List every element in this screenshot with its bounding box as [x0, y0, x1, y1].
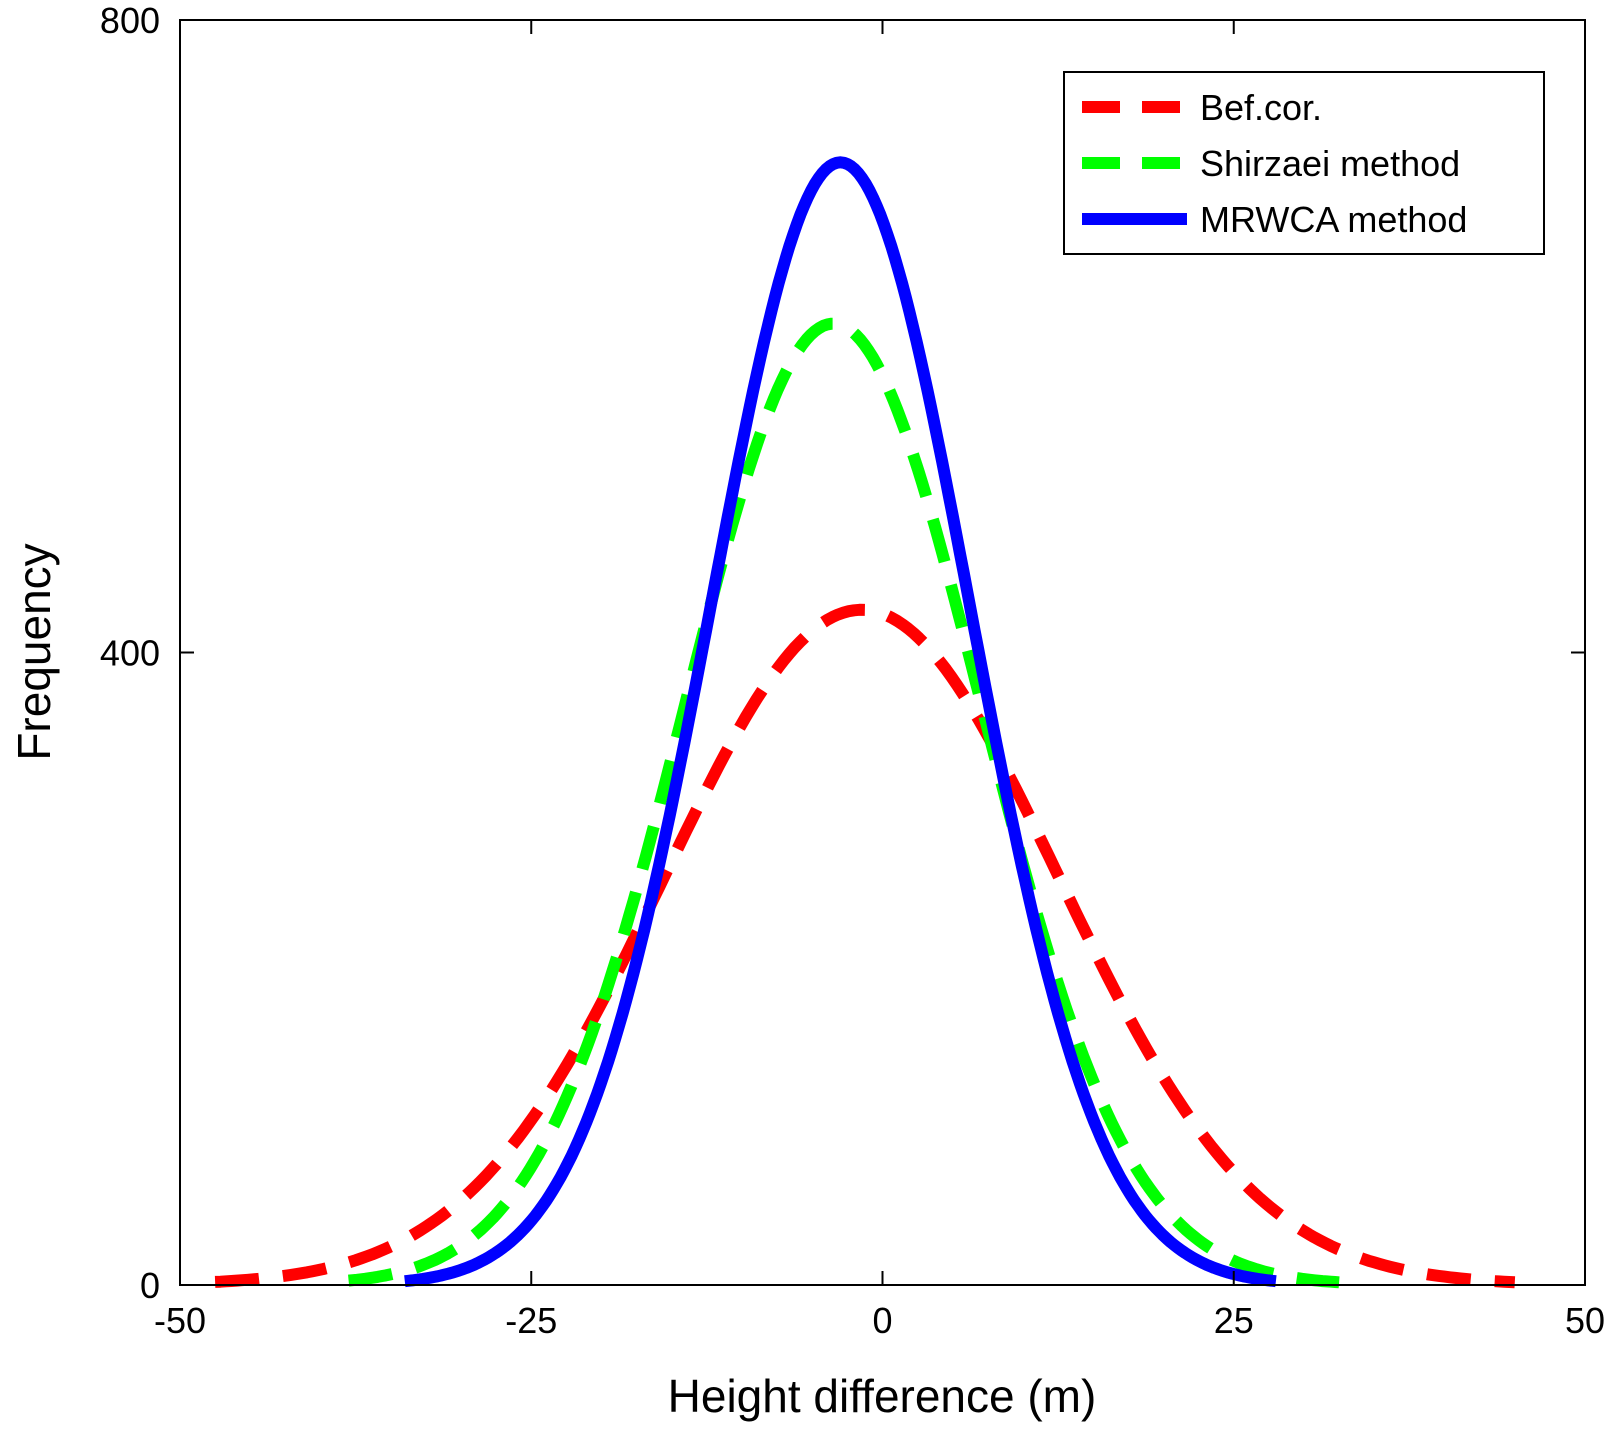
legend: Bef.cor. Shirzaei method MRWCA method: [1063, 71, 1545, 255]
x-axis-title: Height difference (m): [668, 1370, 1097, 1422]
x-tick-label: -25: [505, 1300, 557, 1341]
y-tick-label: 0: [140, 1265, 160, 1306]
x-tick-label: 25: [1214, 1300, 1254, 1341]
x-tick-label: -50: [154, 1300, 206, 1341]
legend-label-shirzaei: Shirzaei method: [1200, 143, 1460, 184]
series-line-mrwca-method: [402, 156, 1279, 1288]
ticks-layer: -50 -25 0 25 50 0 400 800: [100, 0, 1605, 1341]
y-tick-label: 800: [100, 0, 160, 41]
series-layer: [214, 156, 1516, 1289]
legend-label-mrwca: MRWCA method: [1200, 199, 1467, 240]
x-tick-label: 0: [872, 1300, 892, 1341]
y-tick-label: 400: [100, 633, 160, 674]
series-line-bef-cor: [214, 603, 1516, 1289]
x-tick-label: 50: [1565, 1300, 1605, 1341]
y-axis-title: Frequency: [8, 543, 60, 760]
legend-label-bef-cor: Bef.cor.: [1200, 87, 1322, 128]
